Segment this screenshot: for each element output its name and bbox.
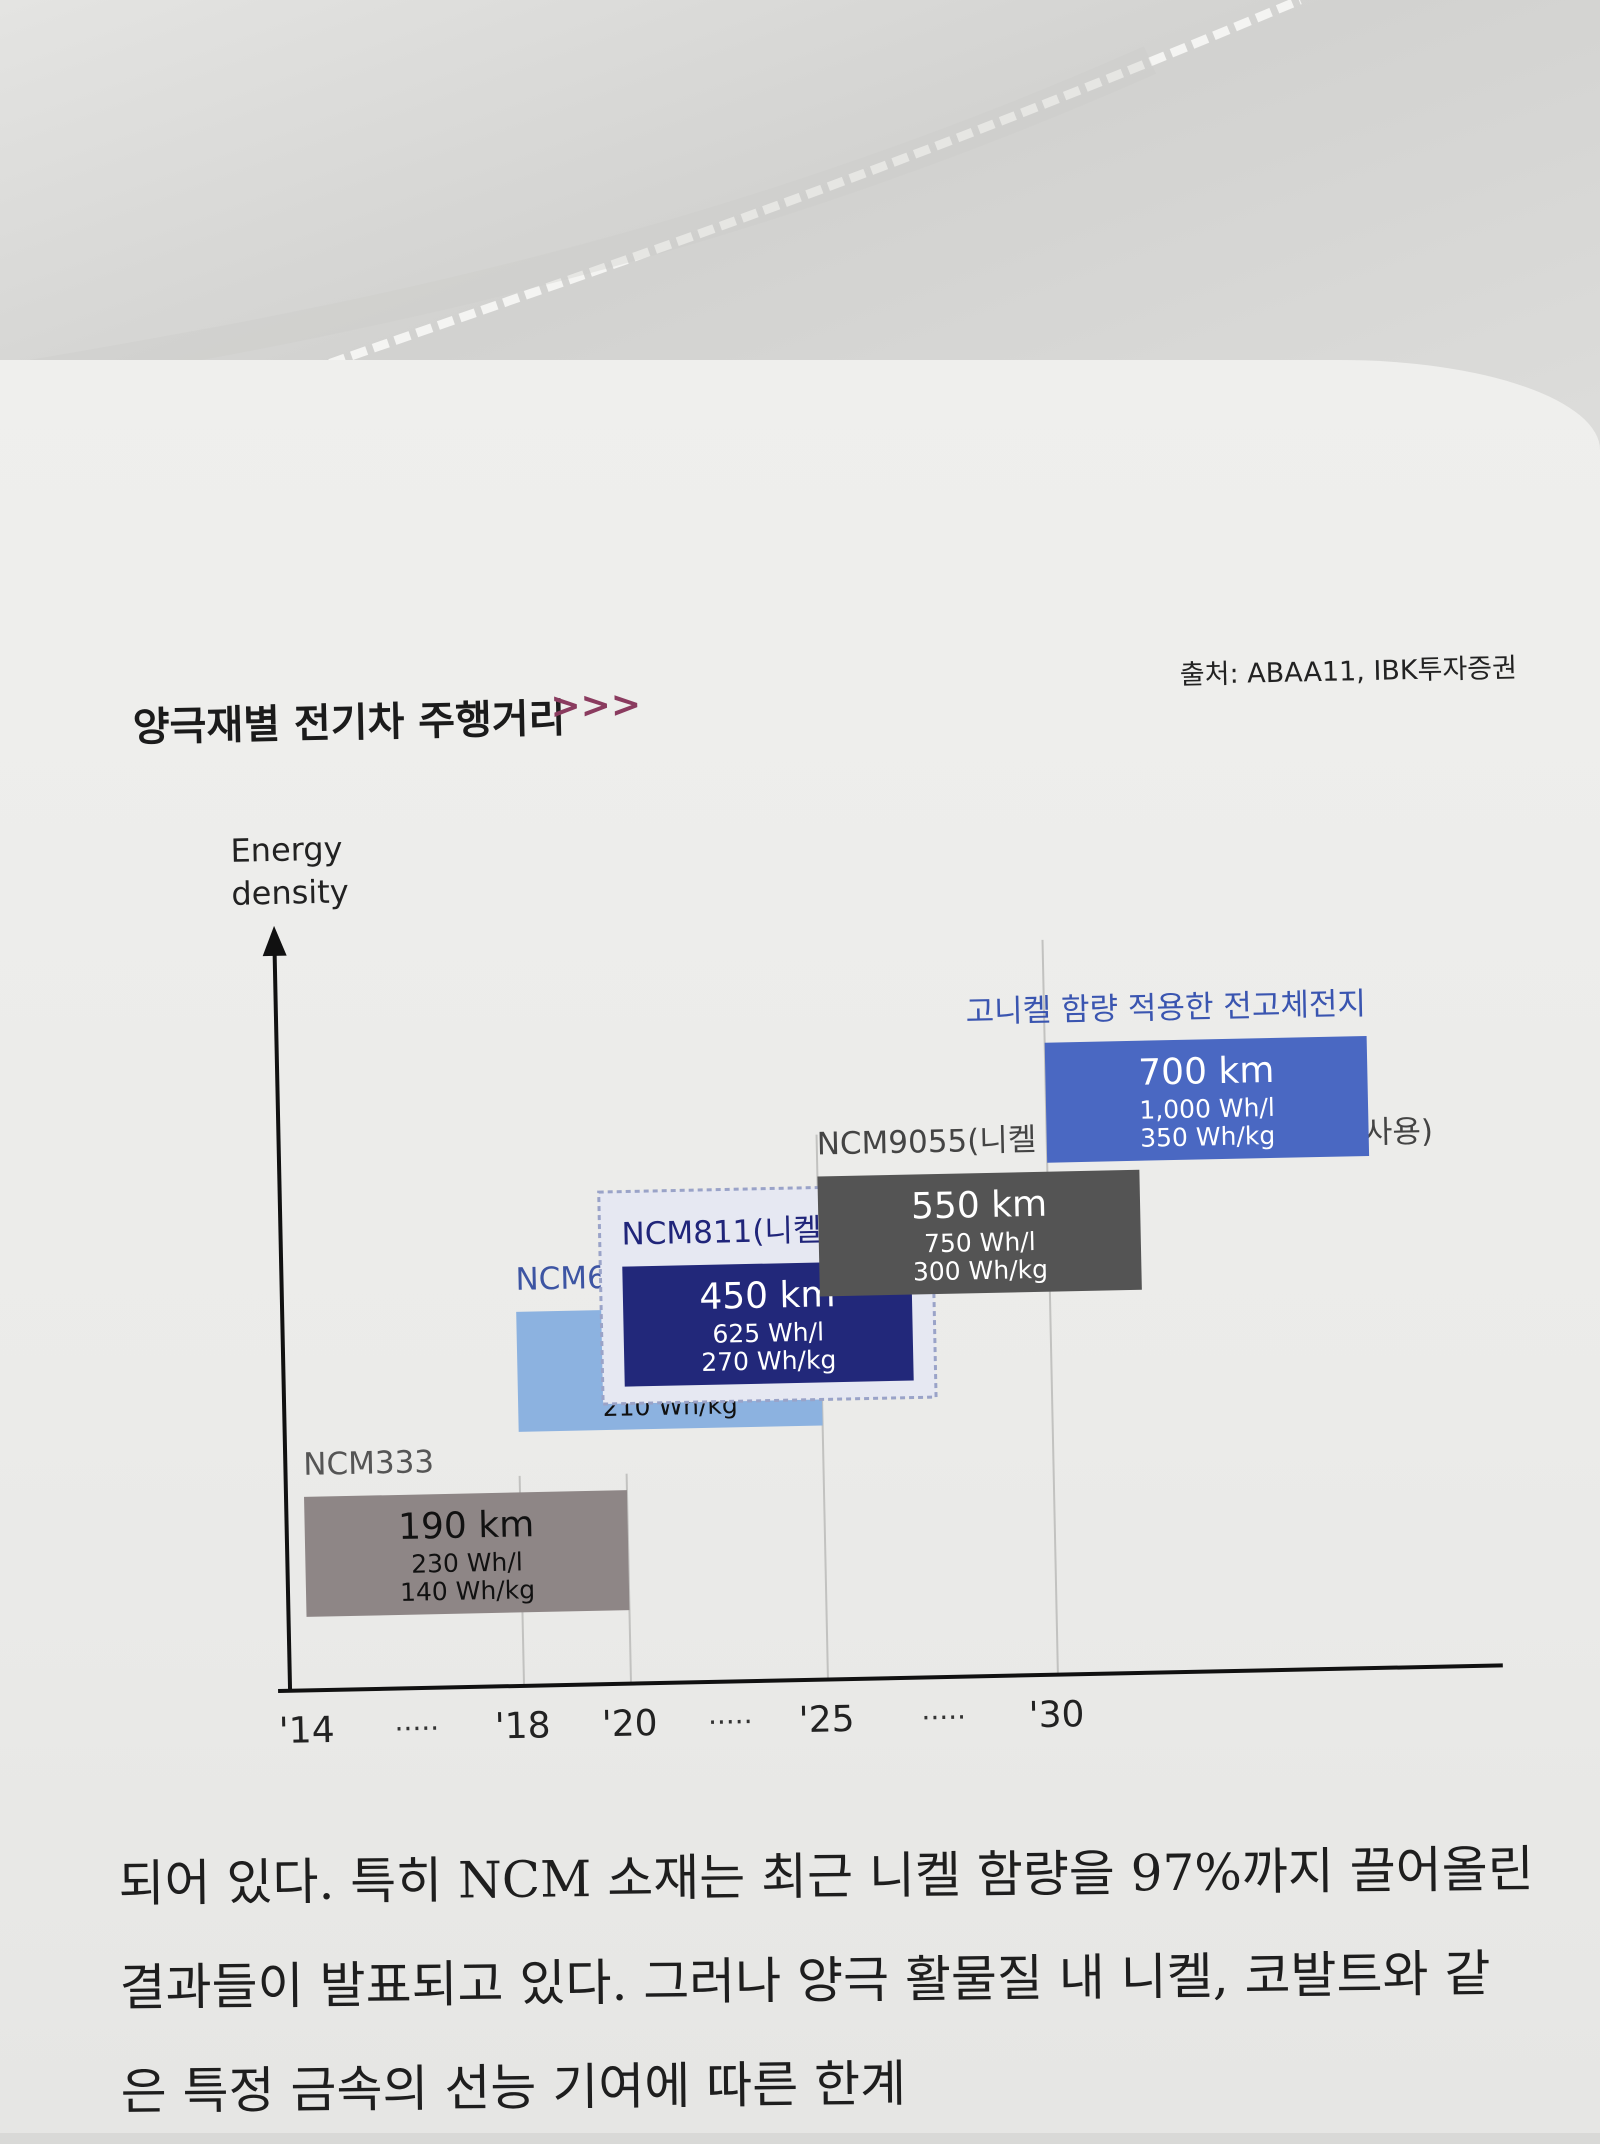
bar-gravimetric-2: 270 Wh/kg [701, 1345, 837, 1377]
body-text-line: 결과들이 발표되고 있다. 그러나 양극 활물질 내 니켈, 코발트와 같 [119, 1944, 1491, 2017]
body-text-line: 은 특정 금속의 선능 기여에 따른 한계 [120, 2054, 907, 2121]
x-tick-label: '20 [601, 1703, 658, 1745]
x-tick-label: '14 [278, 1710, 335, 1752]
x-axis-line [278, 1663, 1503, 1694]
bar-range-2: 450 km [699, 1274, 836, 1318]
title-marker: >>> [550, 684, 641, 727]
bar-label-4: 고니켈 함량 적용한 전고체전지 [965, 986, 1366, 1030]
bar-gravimetric-3: 300 Wh/kg [913, 1255, 1049, 1287]
body-text: 되어 있다. 특히 NCM 소재는 최근 니켈 함량을 97%까지 끌어올린 결… [118, 1817, 1600, 2144]
bar-volumetric-0: 230 Wh/l [411, 1547, 523, 1578]
bar-volumetric-2: 625 Wh/l [712, 1317, 824, 1348]
x-tick-label: '18 [494, 1705, 551, 1747]
bar-gravimetric-4: 350 Wh/kg [1140, 1121, 1276, 1153]
bar-range-4: 700 km [1138, 1050, 1275, 1094]
x-tick-label: '25 [798, 1699, 855, 1741]
source-note: 출처: ABAA11, IBK투자증권 [1180, 653, 1518, 691]
y-axis-label-line2: density [231, 872, 349, 912]
x-tick-ellipsis: ..... [708, 1697, 753, 1731]
bar-0 [304, 1490, 630, 1617]
y-axis-arrowhead [262, 925, 287, 957]
x-tick-label: '30 [1028, 1694, 1085, 1736]
x-tick-ellipsis: ..... [921, 1693, 966, 1727]
bar-4 [1044, 1035, 1370, 1163]
bar-range-0: 190 km [398, 1504, 535, 1548]
bar-volumetric-4: 1,000 Wh/l [1139, 1093, 1275, 1125]
y-axis-line [272, 952, 293, 1691]
x-axis-ticks: '14 '18 '20 '25 '30............... [278, 1693, 1085, 1752]
bar-volumetric-3: 750 Wh/l [924, 1227, 1036, 1258]
y-axis-label-line1: Energy [230, 829, 343, 869]
bar-3 [817, 1169, 1142, 1297]
bar-gravimetric-0: 140 Wh/kg [400, 1575, 536, 1607]
bar-range-3: 550 km [911, 1184, 1048, 1228]
x-tick-ellipsis: ..... [394, 1704, 439, 1738]
chart-title: 양극재별 전기차 주행거리 [132, 696, 566, 751]
bar-label-0: NCM333 [303, 1444, 434, 1483]
body-text-line: 되어 있다. 특히 NCM 소재는 최근 니켈 함량을 97%까지 끌어올린 [118, 1840, 1535, 1913]
